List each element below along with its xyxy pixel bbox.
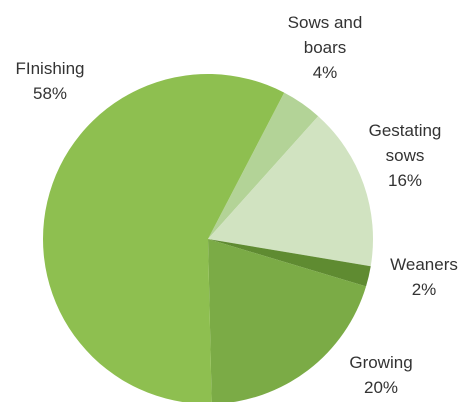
pie-slice — [208, 239, 371, 287]
slice-label: FInishing 58% — [2, 56, 98, 106]
category-label: Sows and boars — [287, 13, 363, 57]
pie-slice — [208, 239, 367, 402]
value-label: 58% — [32, 84, 68, 103]
pie-slice — [208, 116, 373, 267]
value-label: 16% — [387, 171, 423, 190]
category-label: Weaners — [390, 255, 458, 274]
value-label: 4% — [312, 63, 338, 82]
value-label: 20% — [363, 378, 399, 397]
category-label: Gestating sows — [368, 121, 442, 165]
slice-label: Gestating sows 16% — [357, 118, 453, 193]
category-label: FInishing — [15, 59, 85, 78]
pie-slice — [43, 74, 285, 402]
slice-label: Sows and boars 4% — [277, 10, 373, 85]
slice-label: Weaners 2% — [376, 252, 462, 302]
value-label: 2% — [411, 280, 437, 299]
slice-label: Growing 20% — [333, 350, 429, 400]
pie-slice — [208, 92, 319, 239]
category-label: Growing — [349, 353, 413, 372]
